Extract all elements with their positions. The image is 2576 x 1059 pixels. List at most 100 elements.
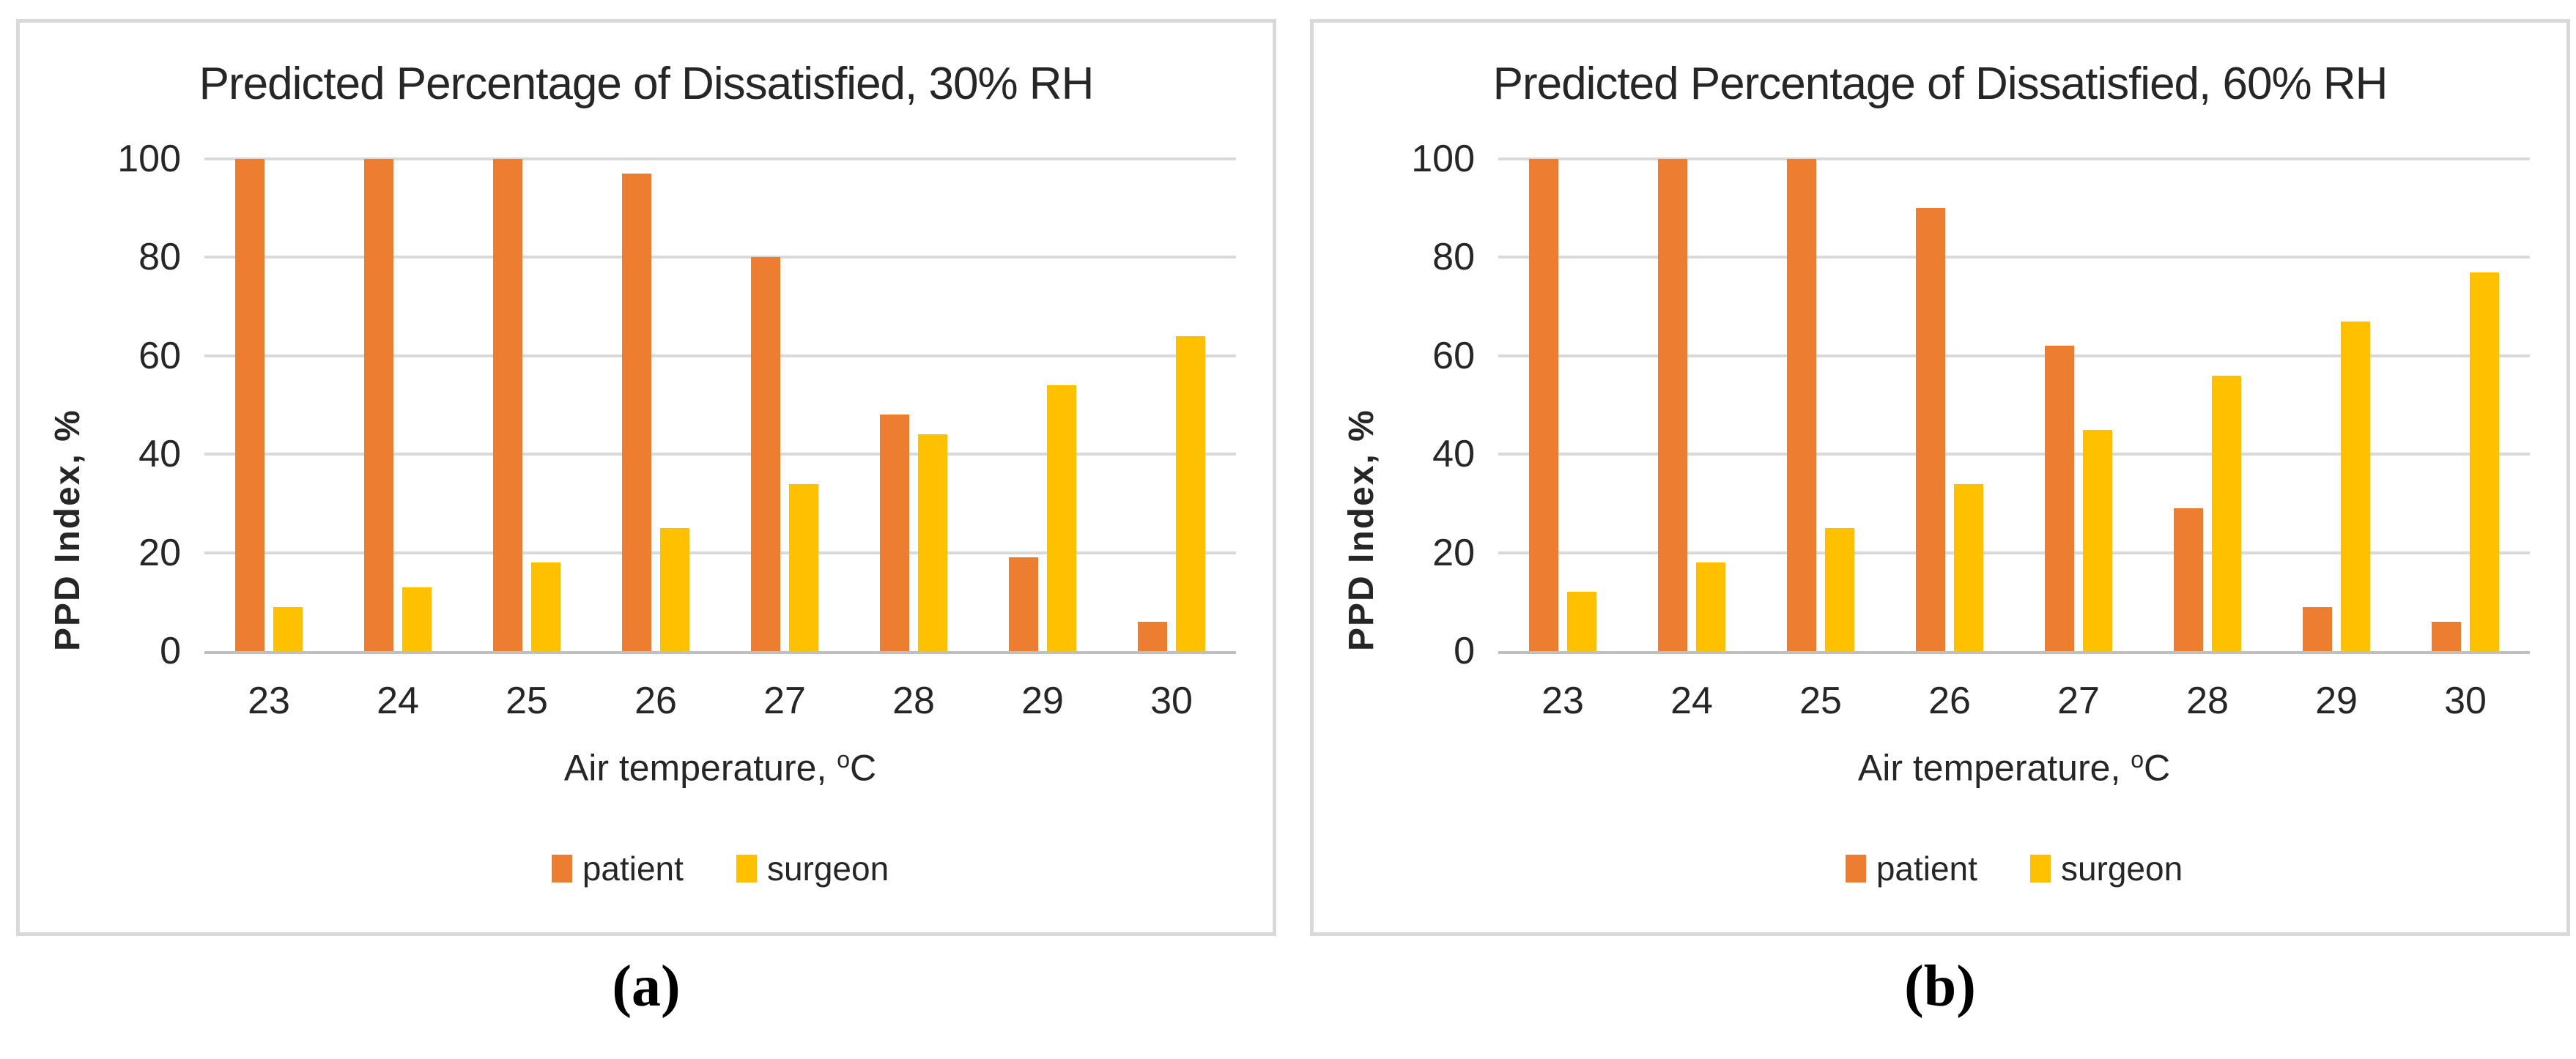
bar-group-27: [720, 159, 849, 651]
x-tick-label: 25: [1799, 680, 1842, 722]
gridline: [1498, 453, 2530, 456]
bar-patient-29: [1009, 557, 1038, 651]
bar-surgeon-26: [1954, 483, 1983, 651]
x-tick-label: 27: [2057, 680, 2100, 722]
y-tick-label: 80: [138, 236, 181, 279]
chart-panel-b: Predicted Percentage of Dissatisfied, 60…: [1310, 19, 2570, 936]
legend-label-surgeon: surgeon: [2060, 850, 2183, 888]
bar-group-28: [849, 159, 978, 651]
bar-group-27: [2014, 159, 2143, 651]
subfigure-caption-a: (a): [612, 954, 681, 1019]
bar-surgeon-25: [1825, 528, 1854, 651]
bar-group-23: [204, 159, 333, 651]
x-tick-label: 30: [2444, 680, 2487, 722]
bar-surgeon-28: [2212, 375, 2241, 651]
bar-surgeon-23: [1567, 592, 1596, 651]
bar-group-26: [1885, 159, 2014, 651]
plot-area: [1498, 157, 2530, 654]
legend-label-patient: patient: [1876, 850, 1977, 888]
x-axis-ticks: 23 24 25 26 27 28 29 30: [204, 679, 1236, 723]
gridline: [1498, 354, 2530, 357]
bar-patient-24: [364, 159, 393, 651]
y-axis-title: PPD Index, %: [1342, 409, 1381, 651]
x-tick-label: 24: [377, 680, 419, 722]
bar-patient-24: [1658, 159, 1687, 651]
bar-patient-30: [2432, 621, 2461, 651]
legend-item-surgeon: surgeon: [2029, 849, 2183, 888]
bar-group-28: [2143, 159, 2272, 651]
bar-surgeon-24: [1696, 562, 1725, 651]
gridline: [1498, 157, 2530, 160]
bar-group-29: [2272, 159, 2401, 651]
legend-item-patient: patient: [1845, 849, 1977, 888]
x-tick-label: 30: [1150, 680, 1193, 722]
bar-patient-23: [235, 159, 264, 651]
bar-surgeon-30: [1176, 335, 1205, 651]
gridline: [204, 256, 1236, 259]
y-tick-label: 20: [138, 531, 181, 574]
y-tick-label: 0: [1454, 630, 1475, 672]
bar-group-29: [978, 159, 1107, 651]
bar-group-23: [1498, 159, 1627, 651]
bar-surgeon-25: [531, 562, 560, 651]
x-tick-label: 29: [1021, 680, 1064, 722]
degree-superscript: o: [837, 746, 851, 773]
x-tick-label: 29: [2315, 680, 2358, 722]
bar-surgeon-23: [273, 606, 303, 651]
x-tick-label: 26: [1928, 680, 1971, 722]
y-tick-label: 60: [138, 334, 181, 377]
legend-swatch-patient: [1845, 855, 1866, 882]
bar-group-24: [1627, 159, 1756, 651]
bar-surgeon-26: [660, 528, 689, 651]
y-tick-label: 40: [138, 433, 181, 476]
bar-patient-23: [1529, 159, 1558, 651]
bar-surgeon-27: [789, 483, 818, 651]
x-tick-label: 25: [506, 680, 548, 722]
plot-area: [204, 157, 1236, 654]
bar-surgeon-29: [1047, 385, 1076, 651]
gridline: [1498, 256, 2530, 259]
y-axis-title: PPD Index, %: [48, 409, 87, 651]
x-axis-ticks: 23 24 25 26 27 28 29 30: [1498, 679, 2530, 723]
bar-patient-30: [1138, 621, 1167, 651]
y-axis-ticks: 0 20 40 60 80 100: [1394, 138, 1475, 672]
y-tick-label: 0: [160, 630, 181, 672]
bar-patient-28: [2174, 508, 2203, 651]
legend-swatch-surgeon: [2029, 855, 2051, 882]
bar-group-25: [462, 159, 591, 651]
bar-group-30: [2401, 159, 2530, 651]
gridline: [204, 354, 1236, 357]
bar-group-26: [591, 159, 720, 651]
legend-swatch-surgeon: [736, 855, 757, 882]
y-tick-label: 60: [1432, 334, 1475, 377]
y-tick-label: 20: [1432, 531, 1475, 574]
x-axis-title: Air temperature, oC: [563, 746, 877, 789]
gridline: [204, 157, 1236, 160]
gridline: [1498, 551, 2530, 554]
chart-title: Predicted Percentage of Dissatisfied, 30…: [199, 59, 1095, 109]
chart-panel-a: Predicted Percentage of Dissatisfied, 30…: [16, 19, 1276, 936]
x-tick-label: 23: [248, 680, 290, 722]
x-tick-label: 26: [634, 680, 677, 722]
y-tick-label: 100: [1411, 138, 1475, 180]
x-axis-title: Air temperature, oC: [1857, 746, 2171, 789]
y-tick-label: 40: [1432, 433, 1475, 476]
bar-patient-26: [622, 174, 651, 651]
x-tick-label: 28: [892, 680, 935, 722]
legend: patient surgeon: [1498, 849, 2530, 888]
legend-item-surgeon: surgeon: [736, 849, 889, 888]
legend: patient surgeon: [204, 849, 1236, 888]
bar-patient-25: [1787, 159, 1816, 651]
y-tick-label: 80: [1432, 236, 1475, 279]
gridline: [204, 551, 1236, 554]
y-tick-label: 100: [117, 138, 181, 180]
bar-patient-28: [880, 415, 909, 651]
chart-title: Predicted Percentage of Dissatisfied, 60…: [1492, 59, 2388, 109]
subfigure-caption-b: (b): [1904, 954, 1976, 1019]
bar-surgeon-30: [2470, 272, 2499, 651]
gridline: [204, 453, 1236, 456]
bar-patient-27: [751, 257, 780, 651]
bar-patient-25: [493, 159, 522, 651]
bar-group-30: [1107, 159, 1236, 651]
